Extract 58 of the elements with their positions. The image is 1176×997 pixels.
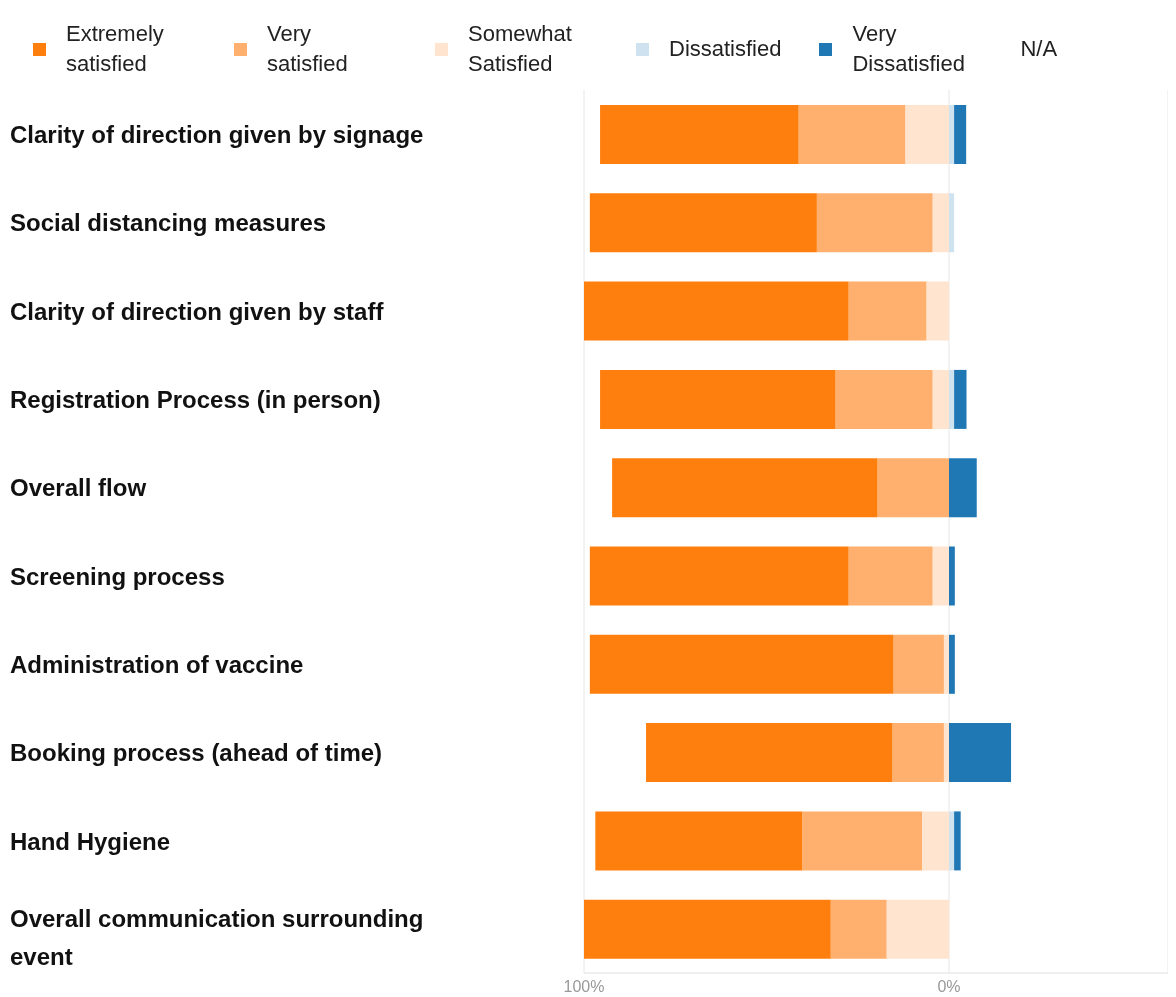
y-tick-label: Clarity of direction given by staff: [10, 297, 385, 325]
bar: [954, 369, 967, 429]
legend-label: Extremely satisfied: [66, 20, 165, 78]
bar: [600, 105, 799, 164]
bar: [798, 105, 906, 164]
bar: [949, 811, 955, 871]
bar: [612, 458, 878, 518]
bar: [949, 193, 955, 253]
bar: [949, 723, 1012, 783]
bar: [830, 899, 887, 959]
bar: [926, 281, 949, 341]
bar: [802, 811, 922, 871]
x-tick-label: 100%: [563, 978, 605, 996]
y-tick-label: Hand Hygiene: [10, 827, 171, 855]
bar: [932, 369, 949, 429]
bar: [589, 546, 849, 606]
y-tick-label: Screening process: [10, 562, 225, 590]
bar: [886, 899, 949, 959]
y-tick-label: Booking process (ahead of time): [10, 738, 383, 766]
bar: [921, 811, 949, 871]
y-tick-label: Overall flow: [10, 473, 147, 501]
y-tick-label: Clarity of direction given by signage: [10, 120, 424, 148]
bar: [646, 723, 893, 783]
y-tick-label: Administration of vaccine: [10, 650, 304, 678]
x-tick-label: 0%: [937, 978, 961, 996]
legend-label: Very Dissatisfied: [852, 20, 966, 78]
bar: [584, 899, 831, 959]
bar: [943, 634, 949, 694]
bar: [600, 369, 836, 429]
bar: [892, 723, 944, 783]
bar: [949, 458, 977, 518]
bar: [949, 634, 955, 694]
bar: [949, 105, 955, 164]
bar: [954, 105, 967, 164]
bar: [954, 811, 961, 871]
bar: [905, 105, 949, 164]
bar: [589, 634, 894, 694]
bar: [943, 723, 949, 783]
y-tick-label: Overall communication surrounding event: [10, 904, 424, 970]
bar: [932, 193, 949, 253]
bar: [848, 546, 933, 606]
y-tick-label: Social distancing measures: [10, 208, 327, 236]
bar: [893, 634, 944, 694]
bar: [595, 811, 803, 871]
bar: [949, 546, 955, 606]
bar: [949, 369, 955, 429]
bar: [816, 193, 933, 253]
legend-label: Dissatisfied: [669, 35, 782, 63]
legend-label: Very satisfied: [267, 20, 349, 78]
y-tick-label: Registration Process (in person): [10, 385, 381, 413]
bar: [584, 281, 849, 341]
bar: [835, 369, 933, 429]
bar: [932, 546, 949, 606]
text: N/A: [1020, 35, 1058, 63]
bar: [848, 281, 927, 341]
bar: [877, 458, 949, 518]
legend-label: Somewhat Satisfied: [468, 20, 573, 78]
bar: [589, 193, 817, 253]
